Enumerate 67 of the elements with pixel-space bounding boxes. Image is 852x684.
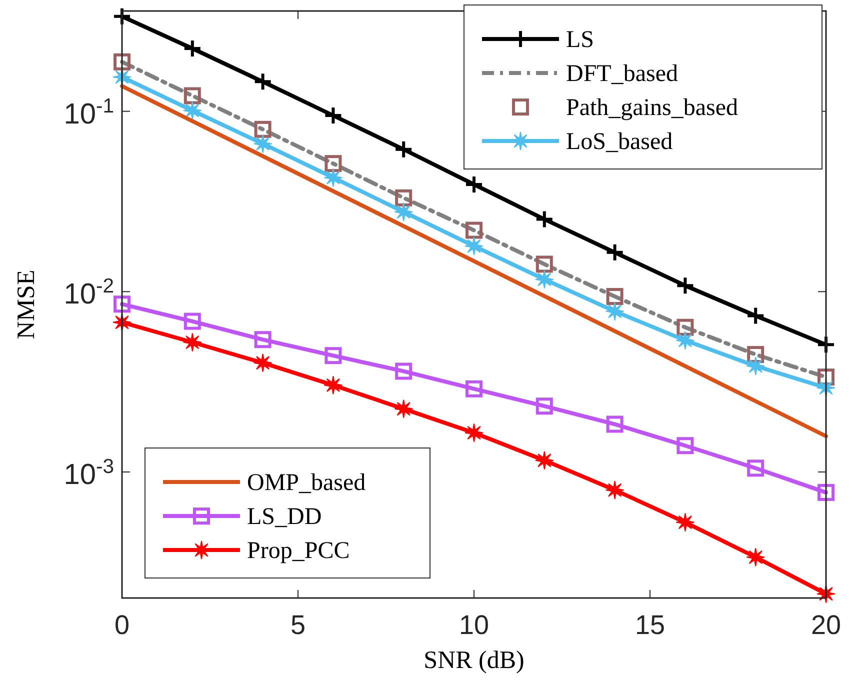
point (606, 288, 624, 305)
point (182, 39, 202, 58)
point (324, 347, 342, 364)
y-axis-title: NMSE (13, 270, 40, 340)
point (324, 376, 343, 395)
point (818, 368, 834, 386)
point (746, 306, 766, 326)
point (184, 87, 201, 104)
legend-label: Path_gains_based (566, 95, 738, 121)
point (605, 302, 624, 321)
point (605, 480, 624, 500)
x-tick-label: 5 (290, 610, 306, 640)
point (534, 270, 554, 289)
point (676, 276, 695, 296)
point (324, 168, 343, 188)
point (324, 155, 342, 172)
point (184, 312, 201, 330)
point (395, 362, 412, 380)
x-tick-label: 10 (458, 610, 490, 640)
point (182, 332, 202, 352)
y-tick-label: 10$^{-1}$ (64, 95, 114, 130)
y-tick-label: 10$^{-3}$ (64, 456, 114, 491)
point (676, 437, 694, 454)
legend-label: OMP_based (247, 470, 366, 496)
point (114, 53, 130, 70)
legend-label: DFT_based (566, 61, 678, 87)
point (676, 512, 695, 532)
point (466, 222, 482, 239)
point (253, 134, 272, 154)
point (253, 353, 272, 372)
point (676, 330, 695, 350)
x-axis-title: SNR (dB) (424, 647, 524, 674)
point (606, 416, 624, 433)
point (394, 399, 414, 418)
legend-label: LS_DD (247, 504, 322, 530)
legend-label: Prop_PCC (247, 538, 350, 564)
x-tick-label: 0 (114, 610, 130, 640)
point (464, 423, 484, 442)
point (534, 450, 554, 470)
point (747, 346, 764, 364)
x-tick-label: 20 (810, 610, 842, 640)
point (534, 210, 554, 229)
point (746, 548, 766, 567)
point (536, 256, 553, 273)
point (394, 140, 414, 159)
point (395, 189, 412, 206)
point (254, 331, 272, 348)
point (114, 296, 130, 313)
point (324, 106, 343, 125)
point (466, 380, 482, 398)
point (394, 202, 414, 222)
point (464, 236, 484, 256)
point (253, 72, 272, 92)
point (464, 174, 484, 194)
point (818, 484, 834, 501)
point (182, 101, 202, 120)
x-tick-label: 15 (634, 610, 666, 640)
legend-label: LoS_based (566, 129, 673, 155)
y-tick-label: 10$^{-2}$ (64, 276, 114, 311)
point (746, 356, 766, 376)
point (605, 242, 624, 262)
point (816, 335, 836, 354)
point (676, 318, 694, 336)
legend-label: LS (566, 27, 594, 53)
point (254, 120, 272, 138)
point (747, 460, 764, 477)
point (536, 398, 553, 415)
